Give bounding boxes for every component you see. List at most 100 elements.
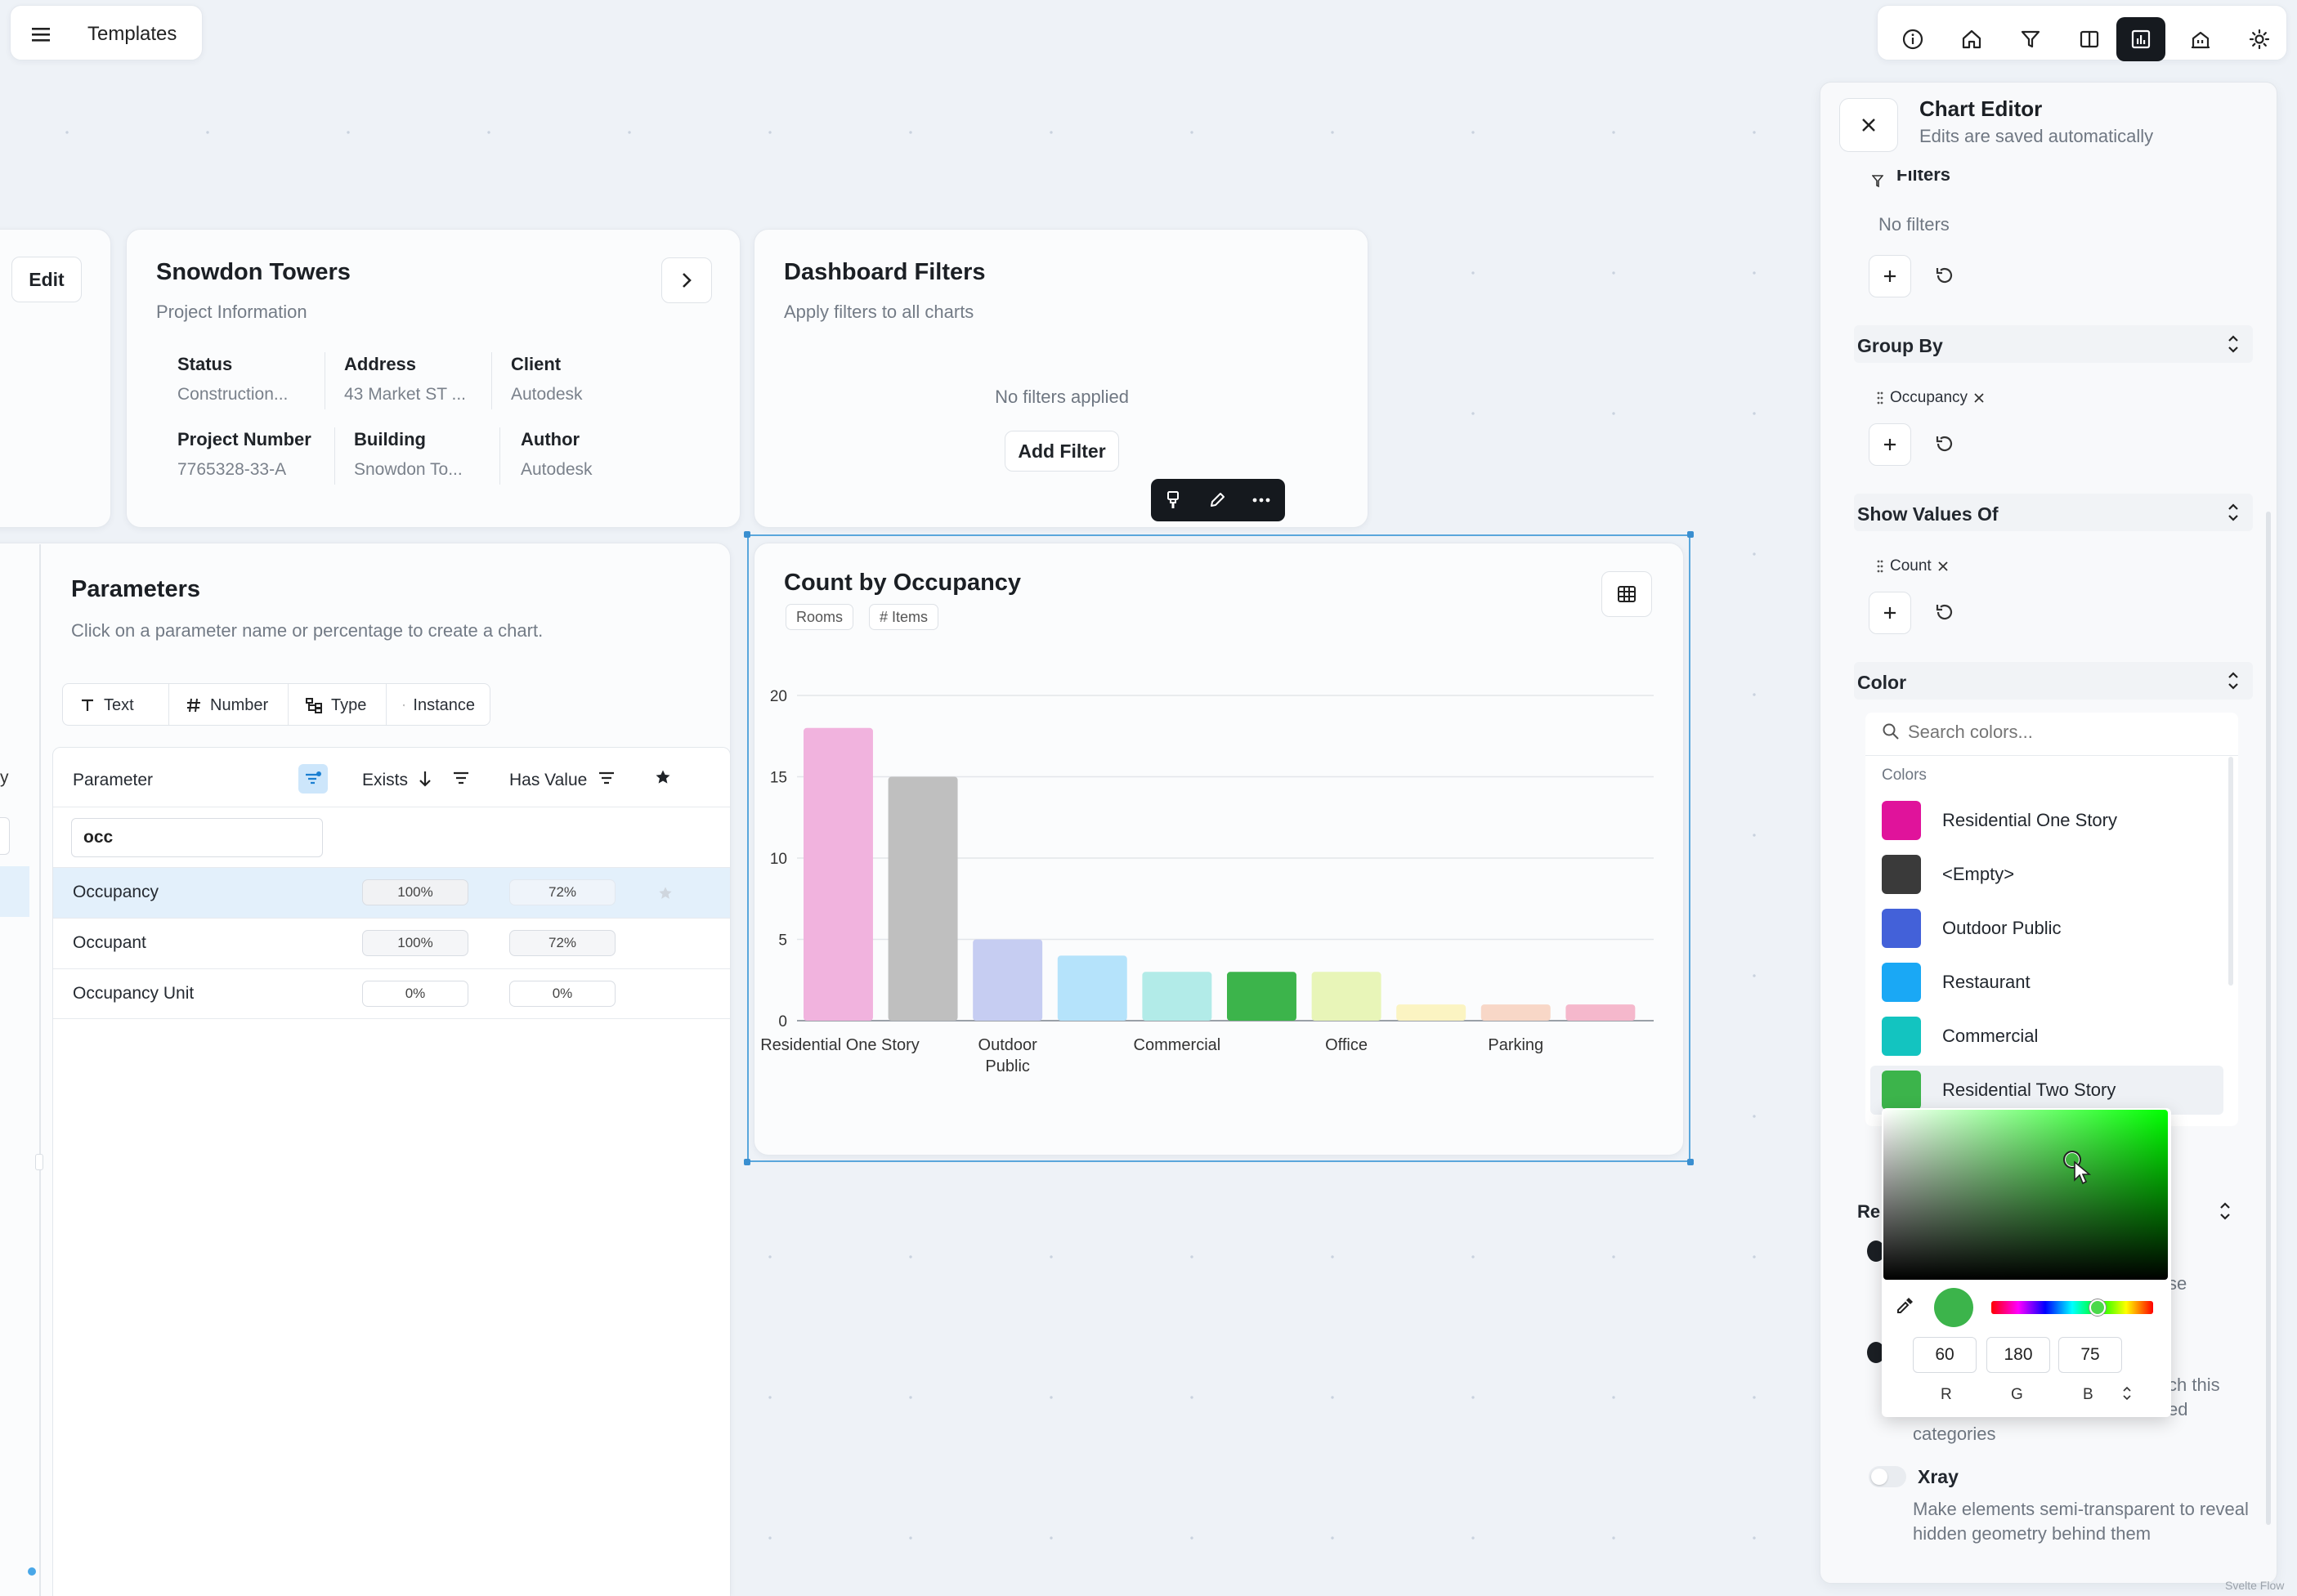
color-list-item[interactable]: Residential Two Story [1870,1066,2223,1115]
bar[interactable] [1480,1004,1551,1021]
table-row[interactable]: Occupancy Unit 0% 0% [53,968,730,1019]
color-list-item[interactable]: Outdoor Public [1870,904,2223,953]
tab-number[interactable]: Number [169,684,289,725]
color-swatch[interactable] [1882,801,1921,840]
hue-slider[interactable] [1991,1301,2153,1314]
toggle-knob[interactable] [1867,1241,1885,1262]
exists-column-header[interactable]: Exists [362,771,409,789]
project-open-button[interactable] [661,257,712,303]
has-value-column-header[interactable]: Has Value [509,771,588,789]
filter-icon[interactable] [2007,17,2054,61]
sort-down-icon[interactable] [418,769,432,789]
color-list-item[interactable]: Commercial [1870,1012,2223,1061]
group-by-section[interactable]: Group By [1854,325,2253,363]
tab-type[interactable]: Type [289,684,387,725]
hue-handle[interactable] [2089,1299,2106,1316]
info-icon[interactable] [1889,17,1937,61]
bar[interactable] [973,939,1043,1022]
tab-instance[interactable]: Instance [387,684,490,725]
color-swatch[interactable] [1882,963,1921,1002]
saturation-cursor[interactable] [2063,1151,2081,1169]
color-section[interactable]: Color [1854,662,2253,700]
add-filter-button[interactable]: Add Filter [1005,431,1119,472]
chart-card[interactable]: Count by Occupancy Rooms # Items 0 5 10 15 2… [754,543,1684,1156]
color-swatch[interactable] [1882,1017,1921,1056]
table-row[interactable]: Occupancy 100% 72% [53,867,730,918]
color-list-item[interactable]: Restaurant [1870,958,2223,1007]
table-view-button[interactable] [1601,571,1652,617]
bar[interactable] [1311,972,1381,1021]
bar-chart[interactable]: 0 5 10 15 20 Residential One Story Outdoor Publ… [754,666,1685,1124]
table-row[interactable]: Occupant 100% 72% [53,918,730,968]
reset-icon[interactable] [1934,601,1957,624]
color-list-scrollbar[interactable] [2228,757,2233,986]
tab-text[interactable]: Text [63,684,169,725]
color-swatch[interactable] [1882,1071,1921,1110]
group-by-chip[interactable]: Occupancy [1877,384,1984,412]
format-toggle-icon[interactable] [2122,1384,2132,1402]
toggle-knob[interactable] [1867,1342,1885,1363]
reset-icon[interactable] [1934,265,1957,288]
reset-icon[interactable] [1934,433,1957,456]
more-icon[interactable] [1239,479,1283,521]
parameter-search-input[interactable] [71,818,323,857]
add-group-by-button[interactable] [1869,423,1911,466]
resize-handle-icon[interactable] [35,1154,43,1170]
selection-handle[interactable] [1687,531,1694,538]
bar[interactable] [804,727,873,1021]
building-icon[interactable] [2177,17,2224,61]
show-values-section[interactable]: Show Values Of [1854,494,2253,531]
chevron-up-down-icon[interactable] [2217,1200,2233,1222]
selection-handle[interactable] [1687,1159,1694,1165]
home-icon[interactable] [1948,17,1995,61]
red-input[interactable]: 60 [1913,1337,1977,1373]
color-swatch[interactable] [1882,855,1921,894]
building-value: Snowdon To... [354,460,463,479]
close-editor-button[interactable] [1839,98,1898,152]
exists-pill[interactable]: 100% [362,930,468,956]
color-list-item[interactable]: <Empty> [1870,850,2223,899]
star-icon[interactable] [655,769,671,785]
show-values-chip[interactable]: Count [1877,552,1948,580]
chart-icon[interactable] [2116,17,2165,61]
exists-pill[interactable]: 100% [362,879,468,905]
exists-pill[interactable]: 0% [362,981,468,1007]
parameter-name[interactable]: Occupancy Unit [73,984,195,1003]
has-value-pill[interactable]: 72% [509,879,616,905]
has-value-pill[interactable]: 72% [509,930,616,956]
columns-icon[interactable] [2066,17,2113,61]
has-value-pill[interactable]: 0% [509,981,616,1007]
column-filter-icon[interactable] [452,771,470,785]
star-icon[interactable] [658,886,673,901]
bar[interactable] [1227,972,1296,1021]
color-list-item[interactable]: Residential One Story [1870,796,2223,845]
bar[interactable] [1142,972,1212,1021]
add-value-button[interactable] [1869,592,1911,634]
bar[interactable] [1565,1004,1636,1021]
selection-handle[interactable] [744,531,750,538]
eyedropper-icon[interactable] [1895,1296,1914,1316]
green-input[interactable]: 180 [1986,1337,2050,1373]
bar[interactable] [1396,1004,1466,1021]
color-swatch[interactable] [1882,909,1921,948]
menu-icon[interactable] [29,22,53,47]
paint-brush-icon[interactable] [1151,479,1195,521]
color-search-input[interactable] [1908,716,2227,749]
bar[interactable] [888,776,958,1022]
xray-toggle[interactable] [1869,1466,1906,1487]
edit-button[interactable]: Edit [11,257,82,302]
parameter-column-header[interactable]: Parameter [73,771,154,789]
parameter-name[interactable]: Occupant [73,933,146,952]
add-filter-button[interactable] [1869,255,1911,297]
bar[interactable] [1057,955,1127,1021]
blue-input[interactable]: 75 [2058,1337,2122,1373]
editor-scrollbar[interactable] [2266,512,2271,1525]
svelte-flow-attribution[interactable]: Svelte Flow [2225,1579,2285,1592]
pencil-icon[interactable] [1195,479,1239,521]
selection-handle[interactable] [744,1159,750,1165]
filter-settings-icon[interactable] [298,764,328,794]
saturation-area[interactable] [1883,1110,2168,1280]
parameter-name[interactable]: Occupancy [73,883,159,901]
sun-icon[interactable] [2236,17,2283,61]
column-filter-icon[interactable] [598,771,616,785]
